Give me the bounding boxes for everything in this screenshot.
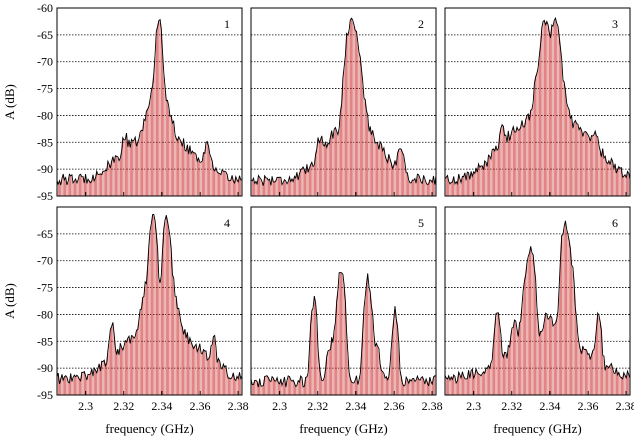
panel-number-label: 2 [418,17,424,31]
series-fill-bars [250,18,437,196]
x-tick-label: 2.3 [272,399,287,413]
y-tick-label: -75 [37,281,53,295]
x-tick-label: 2.36 [384,399,405,413]
panel-frame [444,7,631,197]
series-line [250,17,437,187]
panel-1: 1 [56,7,243,197]
series-line [444,220,631,385]
y-tick-label: -95 [37,388,53,402]
y-axis-label: A (dB) [2,84,17,120]
y-tick-label: -90 [37,361,53,375]
y-tick-label: -85 [37,135,53,149]
y-tick-label: -70 [37,55,53,69]
y-tick-label: -80 [37,307,53,321]
x-tick-label: 2.32 [113,399,134,413]
x-tick-label: 2.38 [616,399,634,413]
y-tick-label: -65 [37,227,53,241]
panels-layer: 1 2 3 4 5 6 [56,7,631,396]
series-fill-bars [444,220,631,395]
x-tick-label: 2.3 [466,399,481,413]
x-tick-label: 2.36 [190,399,211,413]
panel-frame [444,206,631,396]
x-tick-label: 2.32 [307,399,328,413]
x-axis-label: frequency (GHz) [105,421,193,436]
series-line [56,18,243,186]
x-tick-label: 2.38 [422,399,443,413]
x-tick-label: 2.38 [228,399,249,413]
series-fill-bars [250,272,437,395]
y-tick-label: -70 [37,254,53,268]
y-tick-label: -95 [37,189,53,203]
panel-number-label: 3 [612,17,618,31]
x-axis-label: frequency (GHz) [493,421,581,436]
x-tick-label: 2.3 [78,399,93,413]
series-fill-bars [56,19,243,196]
x-tick-label: 2.36 [578,399,599,413]
y-tick-label: -60 [37,1,53,15]
panel-5: 5 [250,206,437,396]
series-line [56,214,243,385]
x-tick-label: 2.34 [345,399,366,413]
series-fill-bars [444,18,631,196]
panel-number-label: 4 [224,216,230,230]
panel-frame [250,206,437,396]
x-tick-label: 2.34 [539,399,560,413]
panel-frame [56,206,243,396]
x-axis-label: frequency (GHz) [299,421,387,436]
panel-4: 4 [56,206,243,396]
y-axis-label: A (dB) [2,283,17,319]
panel-number-label: 6 [612,216,618,230]
y-tick-label: -80 [37,108,53,122]
y-tick-label: -75 [37,82,53,96]
y-tick-label: -65 [37,28,53,42]
panel-frame [250,7,437,197]
x-tick-label: 2.34 [151,399,172,413]
panel-frame [56,7,243,197]
panel-2: 2 [250,7,437,197]
panel-number-label: 1 [224,17,230,31]
series-line [444,16,631,186]
panel-6: 6 [444,206,631,396]
y-tick-label: -85 [37,334,53,348]
series-line [250,272,437,388]
panel-number-label: 5 [418,216,424,230]
panel-3: 3 [444,7,631,197]
x-tick-label: 2.32 [501,399,522,413]
y-tick-label: -90 [37,162,53,176]
